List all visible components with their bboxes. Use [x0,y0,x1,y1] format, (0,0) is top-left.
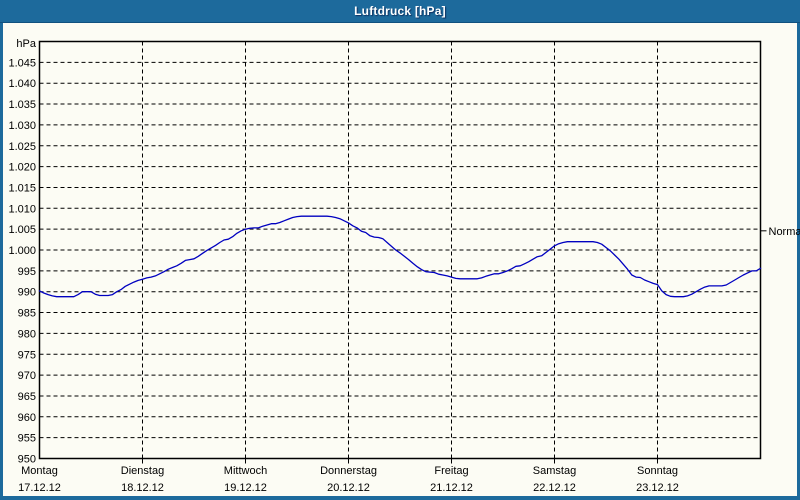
x-day-label: Freitag [434,465,468,477]
y-tick-label: 1.000 [8,245,36,257]
window-titlebar: Luftdruck [hPa] [0,0,800,23]
x-date-label: 19.12.12 [224,482,267,494]
x-day-label: Sonntag [637,465,678,477]
x-date-label: 18.12.12 [121,482,164,494]
plot-border [38,40,762,460]
y-tick-label: 975 [18,349,36,361]
y-tick-label: 1.020 [8,162,36,174]
x-day-label: Donnerstag [320,465,377,477]
x-day-label: Mittwoch [224,465,267,477]
y-tick-label: 960 [18,412,36,424]
y-tick-label: 955 [18,433,36,445]
pressure-line [38,215,762,298]
x-day-label: Samstag [533,465,576,477]
y-tick-label: 1.010 [8,203,36,215]
x-day-label: Dienstag [121,465,164,477]
normal-marker-label: Normal [769,226,800,238]
y-tick-label: 1.045 [8,57,36,69]
y-tick-label: 985 [18,308,36,320]
y-tick-label: 980 [18,328,36,340]
y-tick-label: 990 [18,287,36,299]
y-tick-label: 1.030 [8,120,36,132]
x-date-label: 23.12.12 [636,482,679,494]
y-tick-label: 1.015 [8,182,36,194]
x-date-label: 20.12.12 [327,482,370,494]
x-date-label: 22.12.12 [533,482,576,494]
y-tick-label: 1.005 [8,224,36,236]
x-day-label: Montag [21,465,58,477]
y-tick-label: 950 [18,454,36,466]
y-tick-label: 1.035 [8,99,36,111]
y-tick-label: 965 [18,391,36,403]
y-tick-label: 1.040 [8,78,36,90]
x-date-label: 21.12.12 [430,482,473,494]
y-axis-unit-label: hPa [16,38,36,50]
x-date-label: 17.12.12 [18,482,61,494]
y-tick-label: 995 [18,266,36,278]
y-tick-label: 970 [18,370,36,382]
y-tick-label: 1.025 [8,141,36,153]
window-title: Luftdruck [hPa] [354,4,446,18]
